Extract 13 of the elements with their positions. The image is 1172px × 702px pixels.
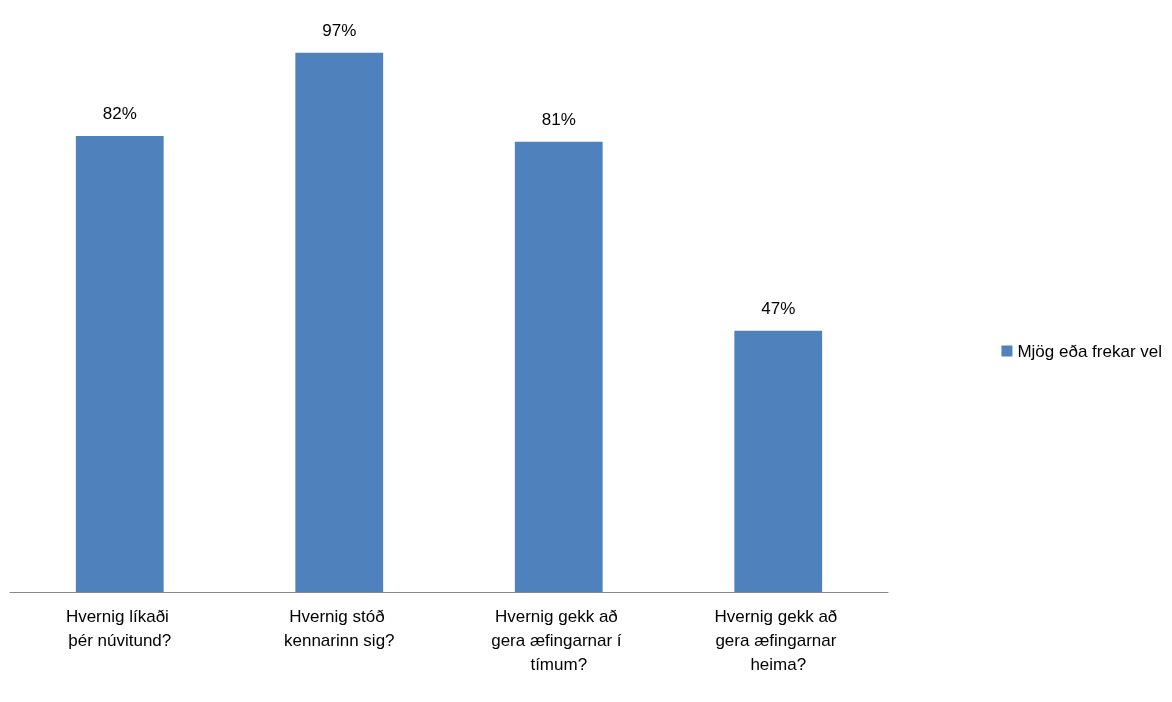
x-tick-label: Hvernig líkaði þér núvitund? bbox=[65, 606, 174, 650]
bar bbox=[295, 52, 384, 592]
bar bbox=[734, 330, 823, 592]
x-tick-label: Hvernig gekk að gera æfingarnar í tímum? bbox=[491, 606, 627, 674]
x-tick-label: Hvernig stóð kennarinn sig? bbox=[283, 606, 395, 650]
bar bbox=[75, 136, 164, 592]
data-label: 81% bbox=[541, 109, 576, 129]
x-tick-label: Hvernig gekk að gera æfingarnar heima? bbox=[714, 606, 843, 674]
data-label: 47% bbox=[761, 298, 796, 318]
bar bbox=[514, 141, 603, 592]
data-label: 82% bbox=[102, 104, 137, 124]
legend-label: Mjög eða frekar vel bbox=[1017, 341, 1163, 361]
data-label: 97% bbox=[322, 20, 357, 40]
